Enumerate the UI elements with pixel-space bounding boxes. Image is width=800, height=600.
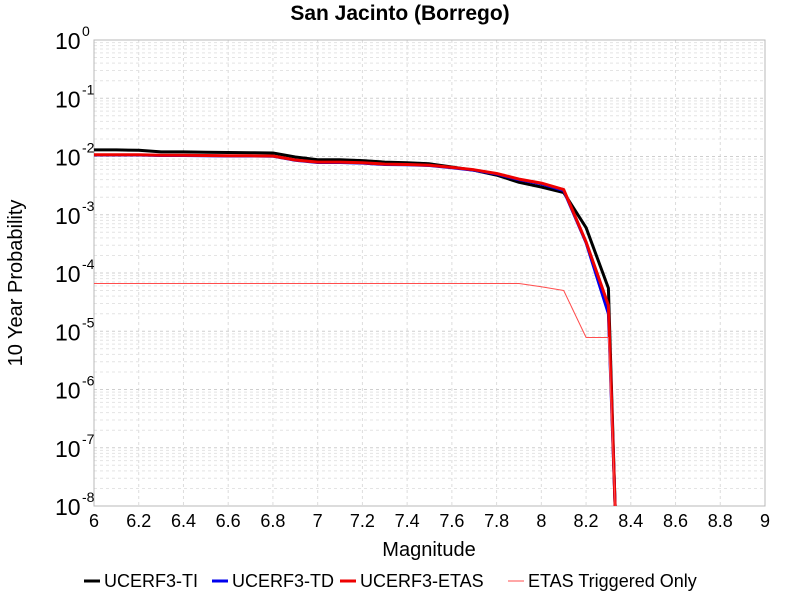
x-tick-label: 6 [89,511,99,531]
x-tick-label: 6.6 [216,511,241,531]
y-tick-base: 10 [55,145,81,171]
x-tick-label: 7.8 [484,511,509,531]
y-tick-label: 10 -4 [55,256,95,287]
y-tick-exponent: -5 [82,314,95,330]
grid [94,40,765,506]
x-tick-label: 8.2 [574,511,599,531]
x-tick-label: 8.8 [708,511,733,531]
y-tick-label: 10 -1 [55,81,95,112]
x-tick-label: 8 [536,511,546,531]
x-tick-label: 8.6 [663,511,688,531]
y-tick-base: 10 [55,319,81,345]
y-tick-base: 10 [55,494,81,520]
y-tick-label: 10 -2 [55,140,95,171]
legend-item: UCERF3-TI [84,571,198,591]
legend-item: UCERF3-TD [212,571,334,591]
x-tick-label: 8.4 [618,511,643,531]
x-axis-label: Magnitude [382,539,475,561]
x-tick-label: 6.4 [171,511,196,531]
legend-item: UCERF3-ETAS [340,571,484,591]
y-tick-exponent: -7 [82,431,95,447]
series-line-0 [94,148,617,507]
y-tick-exponent: -2 [82,140,95,156]
y-tick-label: 10 -7 [55,431,95,462]
x-tick-labels: 6 6.2 6.4 6.6 6.8 7 7.2 7.4 7.6 7.8 8 8.2 8.4 8.6 8.8 9 [89,511,770,531]
plot-area [93,39,766,507]
x-tick-label: 9 [760,511,770,531]
y-tick-label: 10 -8 [55,489,95,520]
y-tick-base: 10 [55,28,81,54]
y-tick-label: 10 -6 [55,373,95,404]
y-tick-base: 10 [55,436,81,462]
y-tick-base: 10 [55,203,81,229]
x-tick-label: 7 [313,511,323,531]
y-tick-label: 10 -5 [55,314,95,345]
x-tick-label: 6.2 [126,511,151,531]
y-axis-label: 10 Year Probability [5,200,27,367]
legend-label: UCERF3-TD [232,571,334,591]
chart-title: San Jacinto (Borrego) [290,2,509,25]
y-tick-label: 10 -3 [55,198,95,229]
legend-label: UCERF3-ETAS [360,571,484,591]
legend-item: ETAS Triggered Only [508,571,697,591]
series-line-2 [94,153,617,507]
x-tick-label: 7.4 [395,511,420,531]
y-tick-exponent: -1 [82,81,95,97]
legend-label: ETAS Triggered Only [528,571,697,591]
legend: UCERF3-TI UCERF3-TD UCERF3-ETAS ETAS Trigge… [84,571,697,591]
legend-label: UCERF3-TI [104,571,198,591]
y-tick-exponent: -6 [82,373,95,389]
x-tick-label: 7.6 [439,511,464,531]
x-tick-label: 6.8 [260,511,285,531]
y-tick-base: 10 [55,378,81,404]
series-line-3 [94,283,616,507]
y-tick-exponent: -8 [82,489,95,505]
y-tick-label: 10 0 [55,23,90,54]
y-tick-exponent: -4 [82,256,95,272]
y-tick-exponent: 0 [82,23,90,39]
y-tick-base: 10 [55,86,81,112]
y-tick-base: 10 [55,261,81,287]
x-tick-label: 7.2 [350,511,375,531]
y-tick-exponent: -3 [82,198,95,214]
series-layer [94,148,617,507]
